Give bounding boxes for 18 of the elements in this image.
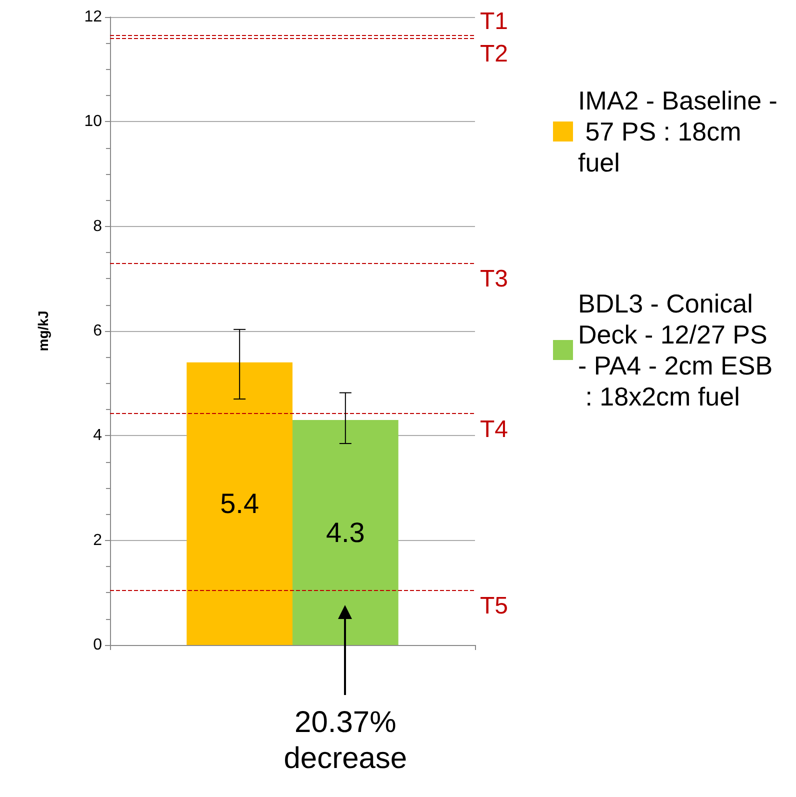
ref-line-label: T2 bbox=[480, 40, 508, 68]
y-tick-label: 6 bbox=[93, 322, 102, 340]
data-label: 5.4 bbox=[220, 488, 260, 520]
y-tick-label: 10 bbox=[84, 113, 102, 130]
ref-line-label: T4 bbox=[480, 416, 508, 444]
y-tick-label: 8 bbox=[93, 218, 102, 235]
text: 20.37% decrease bbox=[282, 705, 408, 777]
y-tick-label: 12 bbox=[84, 8, 102, 26]
y-tick-label: 2 bbox=[93, 532, 102, 549]
legend-label: BDL3 - Conical Deck - 12/27 PS - PA4 - 2cm ESB : 18x2cm fuel bbox=[578, 288, 775, 412]
y-axis-title: mg/kJ bbox=[35, 310, 51, 352]
ref-line-label: T5 bbox=[480, 592, 508, 620]
legend-label: IMA2 - Baseline - 57 PS : 18cm fuel bbox=[578, 86, 778, 178]
y-tick-label: 0 bbox=[93, 636, 102, 654]
ref-line-label: T1 bbox=[480, 8, 508, 35]
data-label: 4.3 bbox=[326, 516, 365, 548]
ref-line-label: T3 bbox=[480, 265, 508, 292]
y-tick-label: 4 bbox=[93, 427, 102, 444]
